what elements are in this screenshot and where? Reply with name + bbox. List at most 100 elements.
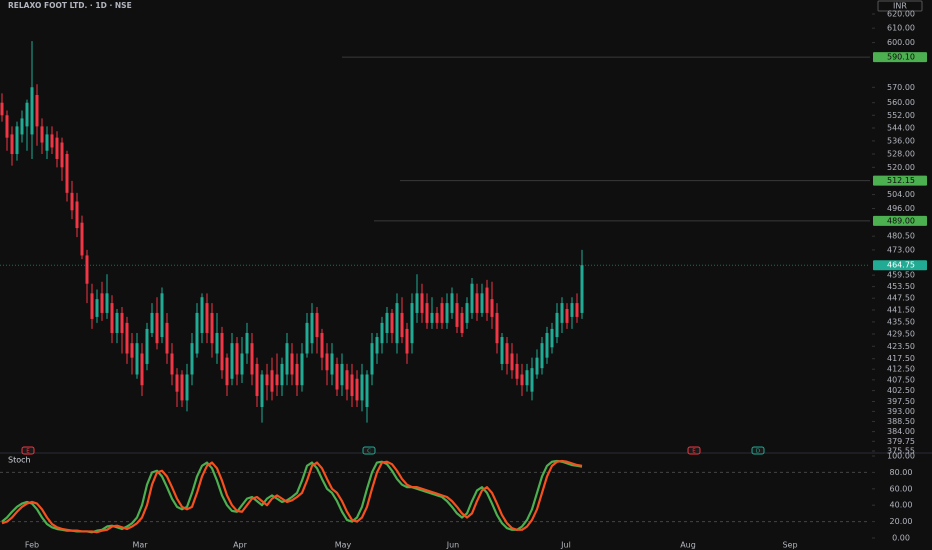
event-label: E (26, 448, 30, 454)
candle-body (130, 343, 134, 358)
candle-body (300, 353, 304, 386)
candle-body (540, 343, 544, 369)
candle-body (330, 353, 334, 375)
currency[interactable]: INR (893, 2, 907, 11)
event-label: E (692, 448, 696, 454)
candle-body (220, 332, 224, 371)
candle-body (445, 303, 449, 323)
candle-body (45, 134, 49, 151)
y-tick-label: 480.50 (887, 232, 915, 241)
candle-body (470, 283, 474, 313)
candle-body (285, 343, 289, 375)
candle-body (270, 370, 274, 392)
candle-body (490, 299, 494, 317)
candle-body (225, 357, 229, 386)
candle-body (5, 115, 9, 138)
candle-body (140, 353, 144, 386)
candle-body (55, 137, 59, 159)
y-tick-label: 453.50 (887, 282, 915, 291)
y-tick-label: 60.00 (890, 484, 913, 493)
candle-body (325, 353, 329, 371)
y-tick-label: 412.50 (887, 365, 915, 374)
candle-body (145, 328, 149, 364)
y-tick-label: 388.50 (887, 417, 915, 426)
y-tick-label: 560.00 (887, 98, 915, 107)
candle-body (160, 293, 164, 338)
y-tick-label: 20.00 (890, 517, 913, 526)
candle-body (525, 370, 529, 386)
y-tick-label: 504.00 (887, 190, 915, 199)
candle-body (380, 322, 384, 344)
price-label-box (873, 52, 927, 63)
candle-body (480, 293, 484, 313)
candle-body (290, 353, 294, 375)
candle-body (335, 363, 339, 390)
candle-body (455, 303, 459, 327)
candle-body (255, 363, 259, 397)
candle-body (245, 332, 249, 354)
candle-body (420, 293, 424, 313)
price-label-box (873, 175, 927, 186)
candle-body (80, 222, 84, 256)
y-tick-label: 496.00 (887, 204, 915, 213)
candle-body (235, 343, 239, 375)
x-tick-label: Aug (680, 541, 696, 550)
candle-body (375, 337, 379, 354)
y-tick-label: 0.00 (892, 534, 910, 543)
candle-body (0, 102, 4, 116)
stoch-line (1, 459, 583, 534)
candle-body (315, 312, 319, 338)
event-label: C (367, 448, 371, 454)
candle-body (25, 102, 29, 127)
candle-body (465, 303, 469, 323)
candle-body (190, 343, 194, 375)
price-label: 512.15 (887, 176, 915, 185)
candle-body (450, 293, 454, 313)
indicator-title: Stoch (8, 456, 31, 465)
candle-body (425, 303, 429, 323)
candle-body (195, 312, 199, 354)
candle-body (60, 142, 64, 168)
candle-body (280, 363, 284, 386)
y-tick-label: 441.50 (887, 305, 915, 314)
candle-body (100, 293, 104, 313)
y-tick-label: 536.00 (887, 136, 915, 145)
candle-body (120, 312, 124, 333)
price-label: 489.00 (887, 216, 915, 225)
candle-body (560, 303, 564, 323)
y-tick-label: 417.50 (887, 354, 915, 363)
y-tick-label: 610.00 (887, 24, 915, 33)
candle-body (180, 374, 184, 401)
candle-body (405, 328, 409, 354)
candle-body (200, 297, 204, 333)
candle-body (510, 353, 514, 371)
candle-body (535, 357, 539, 375)
currency-box[interactable] (877, 0, 923, 12)
event-label: D (756, 448, 760, 454)
y-tick-label: 435.50 (887, 317, 915, 326)
y-tick-label: 423.50 (887, 342, 915, 351)
y-tick-label: 393.00 (887, 407, 915, 416)
candle-body (115, 312, 119, 333)
x-tick-label: Jul (560, 541, 571, 550)
candle-body (125, 322, 129, 354)
candle-body (530, 368, 534, 392)
candle-body (295, 363, 299, 386)
candle-body (370, 343, 374, 375)
candle-body (65, 154, 69, 193)
y-tick-label: 80.00 (890, 468, 913, 477)
last-price-label: 464.75 (887, 261, 915, 270)
candle-body (570, 303, 574, 317)
candle-body (135, 343, 139, 375)
candle-body (475, 293, 479, 313)
candle-body (440, 303, 444, 323)
candle-body (105, 293, 109, 313)
x-tick-label: Feb (25, 541, 39, 550)
x-tick-label: May (335, 541, 352, 550)
y-tick-label: 544.00 (887, 123, 915, 132)
candle-body (460, 312, 464, 333)
candle-body (215, 332, 219, 354)
candle-body (90, 293, 94, 319)
y-tick-label: 397.50 (887, 397, 915, 406)
